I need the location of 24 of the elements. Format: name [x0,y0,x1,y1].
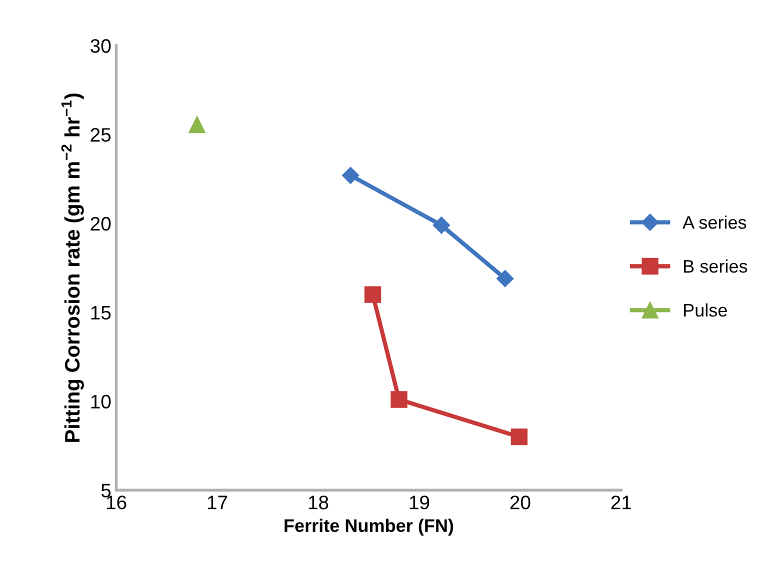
y-tick-label: 25 [90,128,111,142]
point [188,116,206,134]
y-tick-label: 30 [90,39,111,53]
legend-label: B series [684,259,748,273]
y-tick-label: 20 [90,216,111,231]
point [496,270,514,288]
point [342,166,360,184]
point [364,286,382,303]
legend-label: A series [682,216,746,229]
point [390,391,408,408]
x-tick-label: 19 [410,496,430,510]
x-tick-label: 17 [208,496,228,510]
point [510,428,528,446]
x-tick-label: 16 [106,496,126,510]
y-tick-label: 10 [91,394,111,409]
y-tick-label: 5 [101,484,111,498]
x-axis-title: Ferrite Number (FN) [284,518,454,536]
y-tick-label: 15 [91,306,111,320]
y-axis-title: Pitting Corrosion rate (gm m$^{−2}$ hr$^{−1}$) [61,94,84,442]
x-tick-label: 18 [308,496,328,510]
x-tick-label: 20 [510,496,530,510]
legend-label: Pulse [684,303,727,317]
x-tick-label: 21 [611,496,632,510]
point [432,216,450,234]
